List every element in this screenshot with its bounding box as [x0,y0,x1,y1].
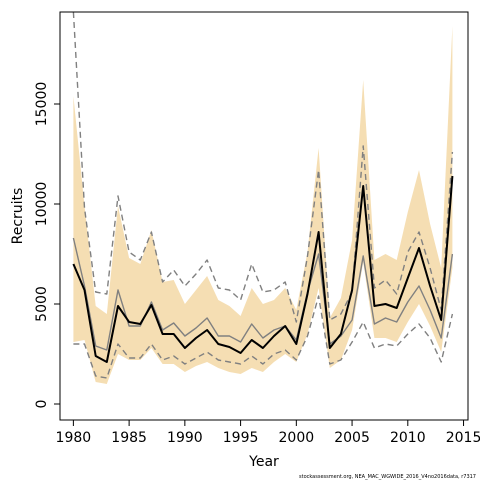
x-tick-label: 1985 [111,430,147,446]
x-tick-label: 1980 [56,430,92,446]
x-tick-label: 2000 [279,430,315,446]
y-tick-label: 10000 [34,182,50,227]
x-tick-label: 2015 [446,430,480,446]
x-axis-title: Year [248,454,279,470]
y-tick-label: 5000 [34,286,50,322]
x-axis: 1980 1985 1990 1995 2000 2005 2010 2015 [56,420,480,446]
x-tick-label: 1995 [223,430,259,446]
confidence-band [73,26,453,384]
upper-dashed-line [72,12,454,323]
confidence-band-layer [73,26,453,384]
y-axis-title: Recruits [10,188,26,245]
y-tick-label: 15000 [34,82,50,127]
y-tick-label: 0 [34,400,50,409]
y-axis: 0 5000 10000 15000 [34,82,60,409]
plot-frame [59,11,469,421]
x-tick-label: 2005 [334,430,370,446]
x-tick-label: 2010 [390,430,426,446]
alternate-estimate-line [72,237,454,351]
x-tick-label: 1990 [167,430,203,446]
estimate-line [72,175,454,363]
credit-text: stockassessment.org, NEA_MAC_WGWIDE_2016… [299,474,476,480]
lower-dashed-line [73,295,454,379]
series-layer [72,12,454,379]
